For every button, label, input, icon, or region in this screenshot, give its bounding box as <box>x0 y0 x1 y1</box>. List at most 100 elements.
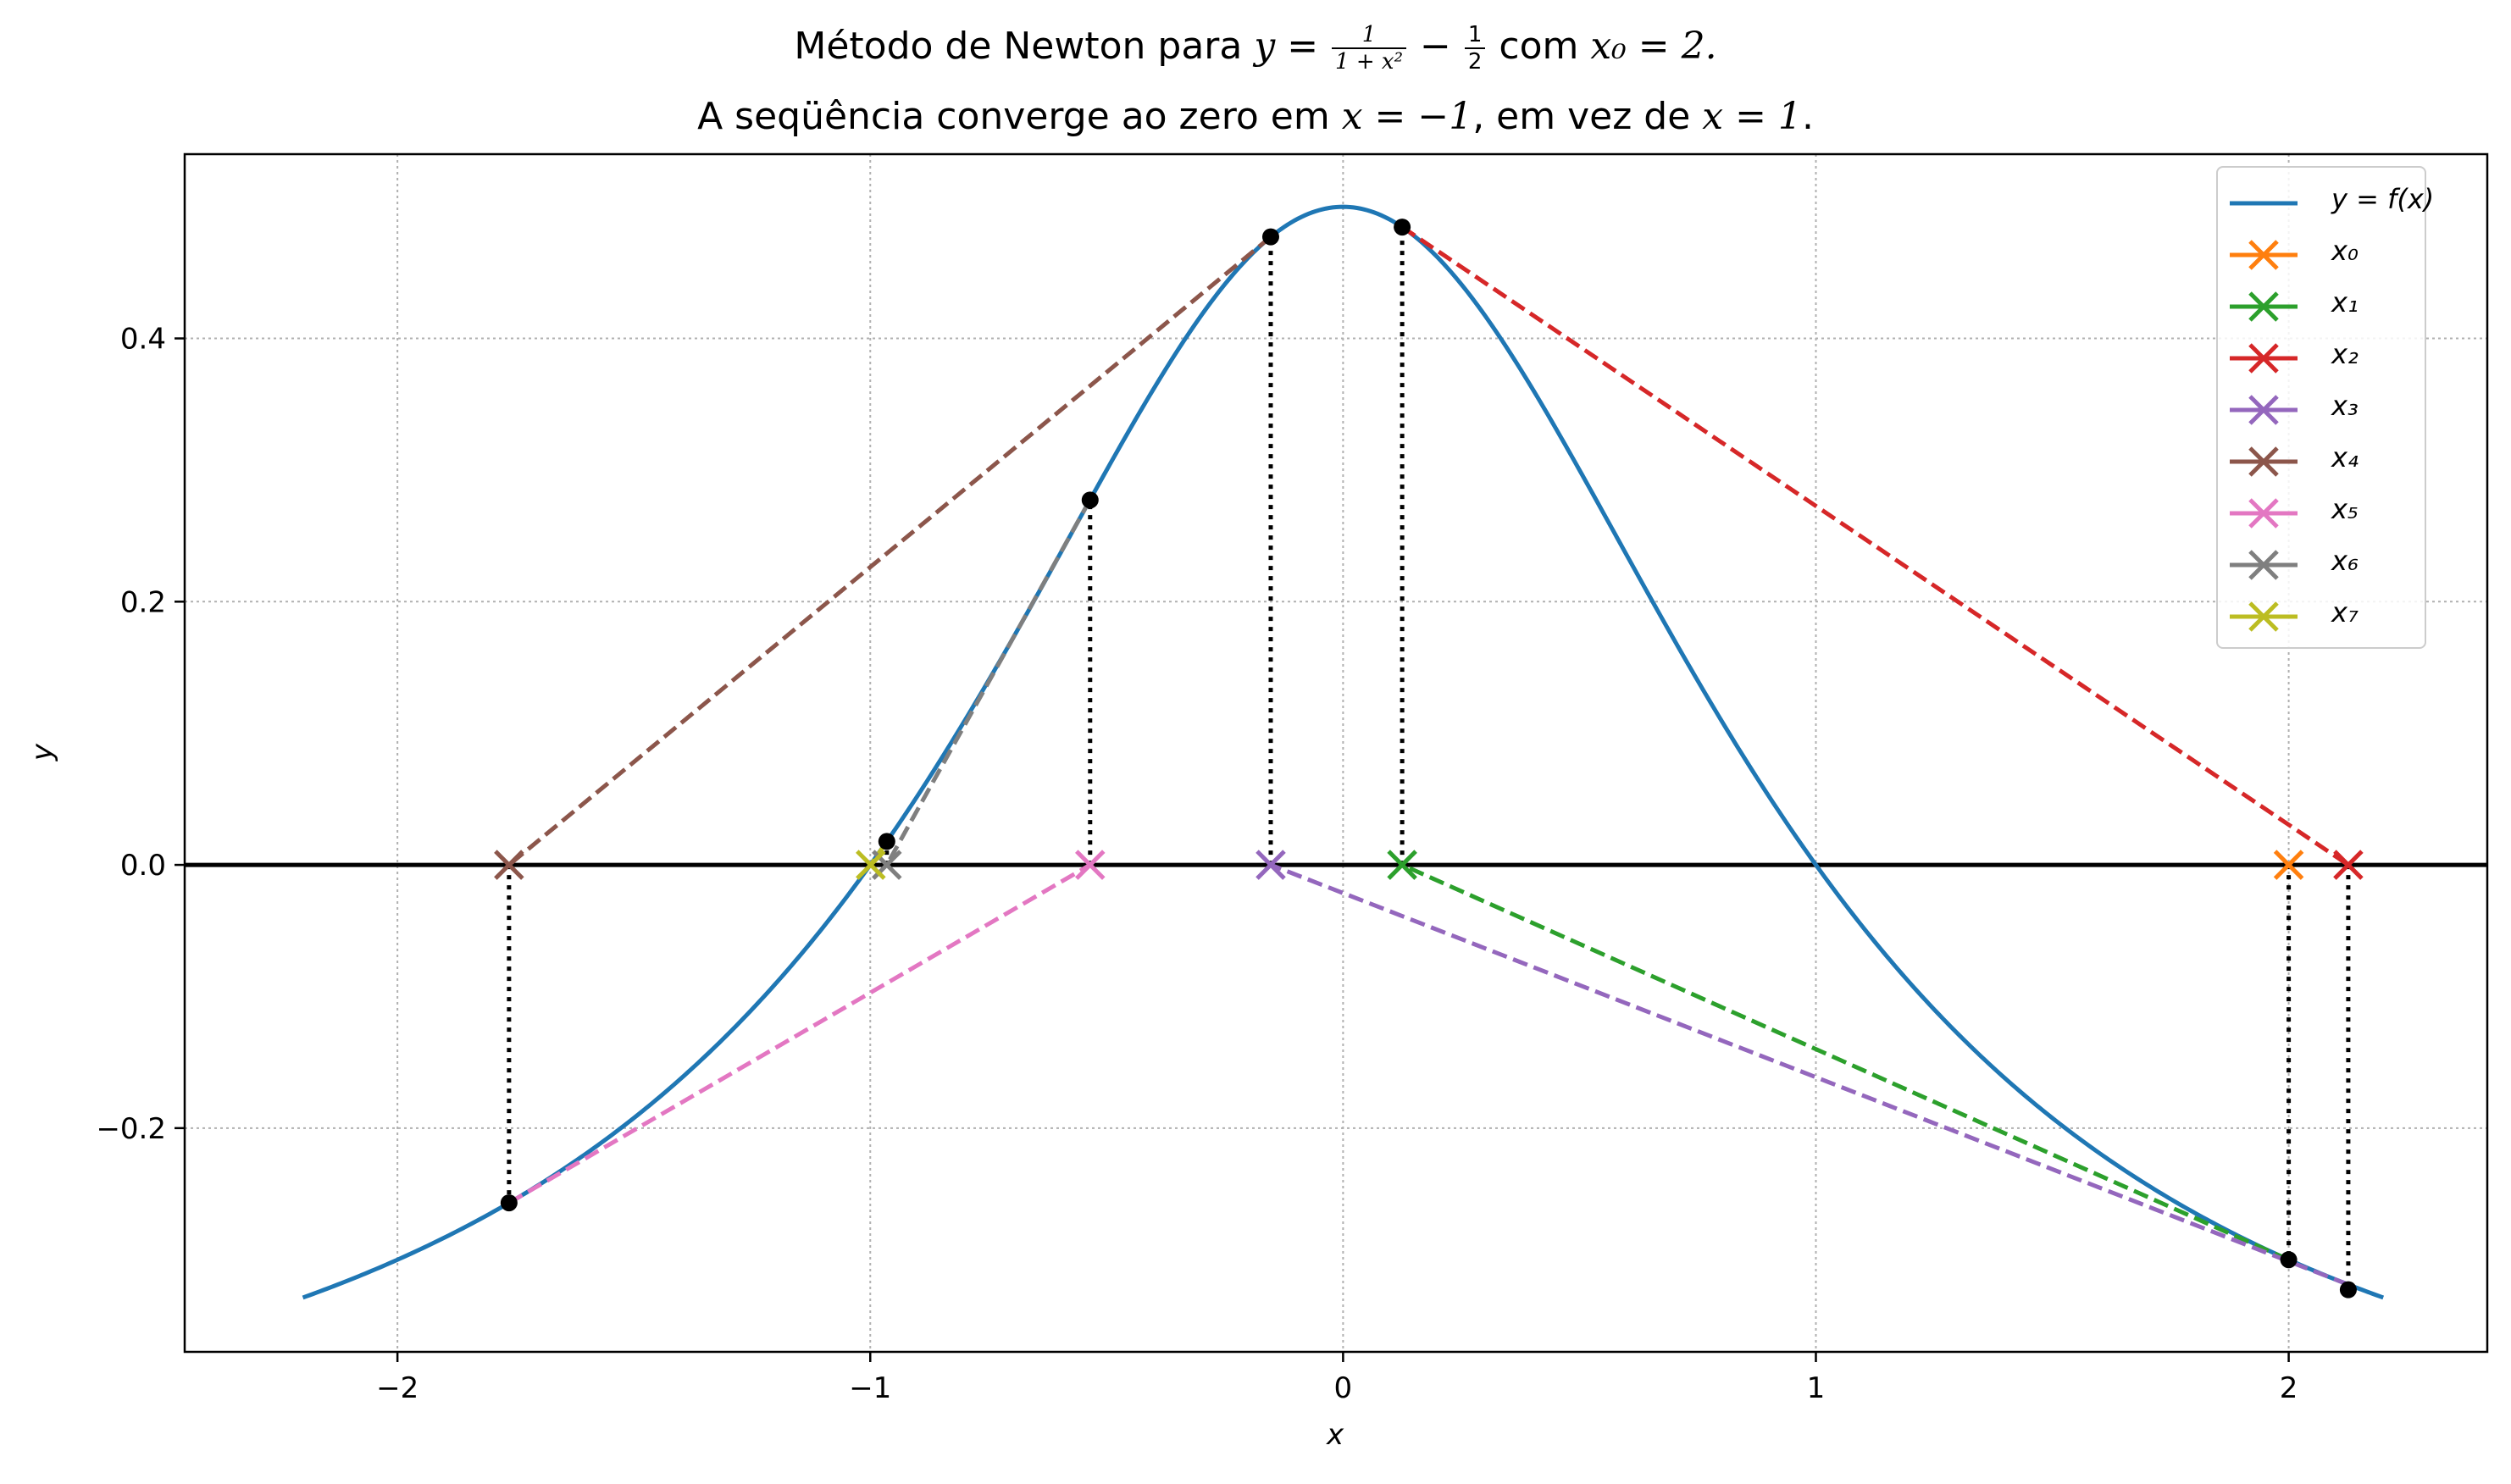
y-axis-label: y <box>25 743 60 761</box>
legend-marker-7 <box>2248 550 2279 580</box>
x-tick-label-2: 0 <box>1334 1371 1353 1405</box>
legend-label-2: x₁ <box>2331 286 2359 318</box>
legend-label-4: x₃ <box>2331 390 2359 422</box>
title2-b: x = −1 <box>1341 95 1473 138</box>
x-tick-label-1: −1 <box>849 1371 891 1405</box>
iterate-marker-7 <box>856 850 886 880</box>
curve-point-5 <box>1081 491 1099 509</box>
legend-swatch-5 <box>2230 446 2298 477</box>
title-y: y <box>1254 25 1276 68</box>
title2-e: . <box>1801 95 1814 138</box>
legend-marker-6 <box>2248 498 2279 529</box>
legend-swatch-3 <box>2230 343 2298 374</box>
legend-marker-5 <box>2248 446 2279 477</box>
iterate-marker-4 <box>494 850 524 880</box>
legend-swatch-4 <box>2230 395 2298 425</box>
curve-point-0 <box>2280 1251 2298 1269</box>
legend-marker-7-stroke-b <box>2248 550 2279 580</box>
legend-swatch-7 <box>2230 550 2298 580</box>
legend-item-8: x₇ <box>2218 591 2425 642</box>
title-frac2-num: 1 <box>1464 22 1486 49</box>
legend-item-2: x₁ <box>2218 281 2425 332</box>
legend-item-0: y = f(x) <box>2218 178 2434 229</box>
legend-label-5: x₄ <box>2331 441 2359 473</box>
legend-marker-2-stroke-b <box>2248 291 2279 322</box>
title-prefix: Método de Newton para <box>794 25 1255 68</box>
title-eq: = <box>1275 25 1331 68</box>
tangent-line-4 <box>507 862 1092 1205</box>
legend-marker-3-stroke-b <box>2248 343 2279 374</box>
iterate-marker-2 <box>2333 850 2364 880</box>
legend-item-5: x₄ <box>2218 436 2425 487</box>
curve-line <box>302 204 2385 1300</box>
legend-item-1: x₀ <box>2218 230 2425 280</box>
grid <box>185 154 2487 1352</box>
legend-label-3: x₂ <box>2331 338 2359 370</box>
title-frac1-num: 1 <box>1332 22 1406 49</box>
x-tick-label-0: −2 <box>376 1371 418 1405</box>
plot-frame <box>183 152 2489 1354</box>
iterate-marker-0 <box>2273 850 2304 880</box>
legend-label-0: y = f(x) <box>2331 183 2435 215</box>
legend-swatch-0 <box>2230 201 2298 206</box>
iterate-marker-1-stroke-b <box>1387 850 1417 880</box>
chart-marks <box>494 219 2364 1298</box>
legend-item-4: x₃ <box>2218 385 2425 435</box>
legend-swatch-8 <box>2230 601 2298 632</box>
iterate-marker-3 <box>1256 850 1286 880</box>
iterate-marker-3-stroke-b <box>1256 850 1286 880</box>
tangent-line-5 <box>884 498 1092 867</box>
legend-item-7: x₆ <box>2218 540 2425 590</box>
curve-point-3 <box>1261 228 1279 246</box>
iterate-marker-1 <box>1387 850 1417 880</box>
iterate-marker-7-stroke-b <box>856 850 886 880</box>
y-tick-label-2: 0.2 <box>120 585 166 619</box>
tangent-line-2 <box>1270 862 2349 1287</box>
title2-c: , em vez de <box>1472 95 1703 138</box>
title2-a: A seqüência converge ao zero em <box>697 95 1342 138</box>
legend-label-7: x₆ <box>2331 545 2359 577</box>
curve-point-1 <box>1394 219 1411 236</box>
iterate-marker-2-stroke-b <box>2333 850 2364 880</box>
title-frac1-den: 1 + x² <box>1335 49 1403 75</box>
chart-lines <box>185 204 2487 1300</box>
legend-marker-2 <box>2248 291 2279 322</box>
y-tick-label-3: 0.4 <box>120 323 166 357</box>
iterate-marker-4-stroke-b <box>494 850 524 880</box>
legend-marker-8-stroke-b <box>2248 601 2279 632</box>
y-tick-label-1: 0.0 <box>120 849 166 883</box>
legend-swatch-1 <box>2230 240 2298 270</box>
curve-point-2 <box>2339 1281 2357 1298</box>
title-mid: com <box>1487 25 1591 68</box>
tangent-line-1 <box>1400 224 2350 867</box>
legend-swatch-6 <box>2230 498 2298 529</box>
chart-title-line2: A seqüência converge ao zero em x = −1, … <box>0 95 2511 138</box>
x-tick-label-3: 1 <box>1807 1371 1826 1405</box>
legend-label-1: x₀ <box>2331 235 2359 267</box>
title-minus: − <box>1408 25 1463 68</box>
legend-label-8: x₇ <box>2331 596 2359 628</box>
legend-marker-1 <box>2248 240 2279 270</box>
x-axis-label: x <box>1327 1418 1344 1452</box>
legend-label-6: x₅ <box>2331 493 2359 525</box>
legend-swatch-2 <box>2230 291 2298 322</box>
y-tick-label-0: −0.2 <box>96 1112 166 1146</box>
tangent-line-3 <box>507 235 1272 867</box>
curve-point-6 <box>878 833 895 850</box>
legend-marker-3 <box>2248 343 2279 374</box>
legend-marker-4-stroke-b <box>2248 395 2279 425</box>
legend-marker-1-stroke-b <box>2248 240 2279 270</box>
curve-point-4 <box>500 1194 518 1212</box>
iterate-marker-0-stroke-b <box>2273 850 2304 880</box>
title-frac2-den: 2 <box>1467 49 1483 75</box>
legend-marker-8 <box>2248 601 2279 632</box>
x-tick-label-4: 2 <box>2280 1371 2298 1405</box>
legend-item-3: x₂ <box>2218 333 2425 384</box>
tangent-line-0 <box>1401 862 2290 1262</box>
title-x0: x₀ = 2. <box>1590 25 1717 68</box>
legend-item-6: x₅ <box>2218 488 2425 539</box>
